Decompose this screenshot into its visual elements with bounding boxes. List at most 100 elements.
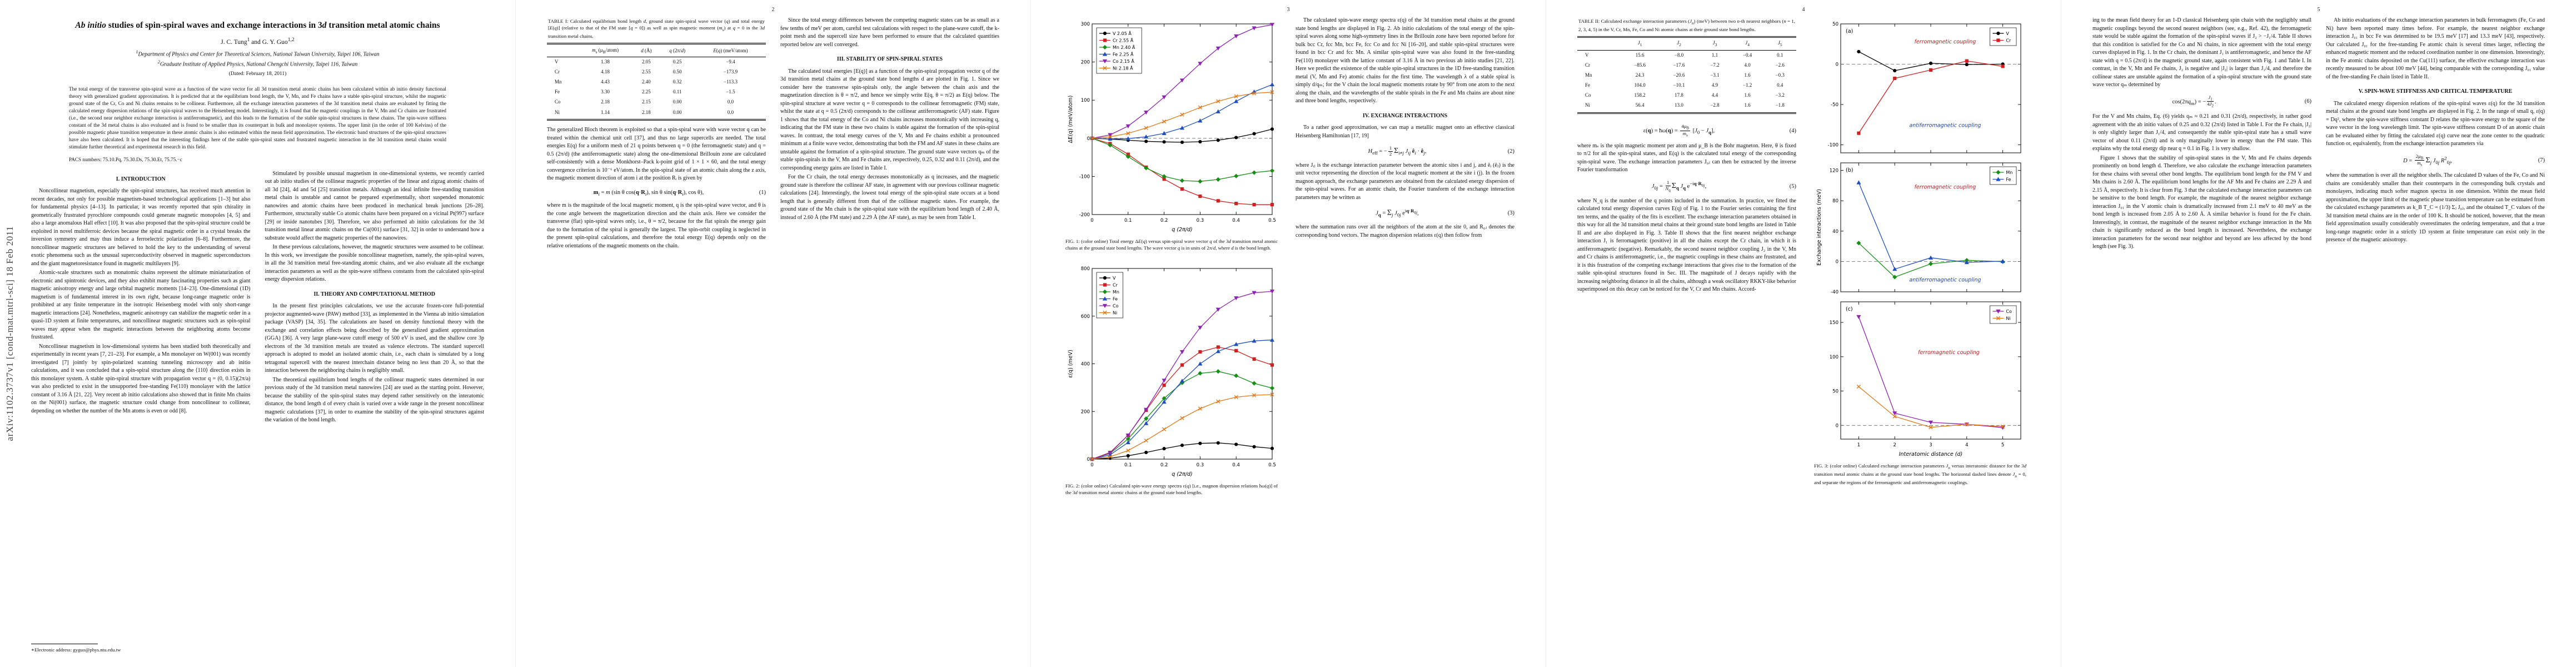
paragraph: The theoretical equilibrium bond lengths… [265,376,485,424]
equation-number: (5) [1789,183,1796,190]
table-cell: 2.40 [641,79,651,85]
svg-text:0: 0 [1836,62,1838,68]
spacer [31,416,251,637]
table-cell: Ni [555,109,560,115]
table-cell: −3.2 [1775,92,1785,98]
svg-text:Ni: Ni [2006,316,2010,321]
svg-text:0.3: 0.3 [1197,218,1204,223]
table-cell: 2.18 [641,109,651,115]
table-cell: 158.2 [1634,92,1646,98]
dated-line: (Dated: February 18, 2011) [228,71,287,77]
table-cell: −113.3 [724,79,738,85]
table-row: Co 2.18 2.15 0.00 0.0 [547,97,766,107]
svg-text:Interatomic distance (d): Interatomic distance (d) [1899,451,1963,457]
paragraph: Atomic-scale structures such as monatomi… [31,270,251,340]
svg-text:Fe 2.25 Å: Fe 2.25 Å [1113,51,1134,57]
svg-text:300: 300 [1081,22,1090,27]
figure-1-chart: 0 0.1 0.2 0.3 0.4 0.5 -200 -100 0 100 200 300 V 2.05… [1065,19,1278,235]
svg-text:antiferromagnetic coupling: antiferromagnetic coupling [1909,123,1981,129]
section-heading-introduction: I. INTRODUCTION [116,176,166,182]
equation-body: J0j = 1 Nq Σq Jq e−iq·R0j, [1651,179,1707,193]
footnote-email: ∗Electronic address: gyguo@phys.ntu.edu.… [31,647,121,653]
table-row: Cr 4.18 2.55 0.50 −173.9 [547,67,766,77]
svg-text:Co 2.15 Å: Co 2.15 Å [1113,58,1134,64]
svg-text:ε(q) (meV): ε(q) (meV) [1068,350,1074,378]
table-cell: 24.3 [1635,72,1645,78]
table-cell: 1.6 [1744,72,1751,78]
table-row: Mn 4.43 2.40 0.32 −113.3 [547,77,766,87]
page-number: 3 [1287,7,1290,13]
page-number: 2 [771,7,775,13]
svg-text:V: V [1113,276,1116,281]
table-cell: 2.05 [641,59,651,65]
paragraph: where m is the magnitude of the local ma… [547,202,766,249]
page-3: 3 0 0.1 0.2 0.3 0.4 0.5 -200 -100 0 100 200 300 V 2.… [1030,0,1546,667]
table-cell: −17.6 [1673,62,1685,68]
two-column-body: I. INTRODUCTION Noncollinear magnetism, … [31,170,484,654]
equation-1: mi = m (sin θ cos(q·Ri), sin θ sin(q·Ri)… [547,188,766,198]
svg-text:(b): (b) [1846,167,1853,173]
table-cell: 0.11 [672,89,682,95]
table-cell: 0.50 [672,69,682,75]
svg-text:0.2: 0.2 [1160,218,1168,223]
table-cell: 4.4 [1711,92,1718,98]
svg-text:0.5: 0.5 [1268,462,1276,468]
paragraph: where the summation is over all the neig… [2326,172,2545,243]
table-header-cell: q (2π/d) [659,45,696,57]
table-cell: −2.8 [1710,102,1720,108]
data-table: ms (μB/atom) d (Å) q (2π/d) E(q) (meV/atom)… [547,45,766,117]
equation-body: Heff = −1 2 Σi≠j Jij êi · êj, [1368,145,1427,157]
paragraph: where the summation runs over all the ne… [1296,224,1514,238]
svg-text:50: 50 [1832,22,1838,27]
svg-text:ΔE(q) (meV/atom): ΔE(q) (meV/atom) [1068,96,1074,143]
table-cell: −3.1 [1710,72,1720,78]
table-cell: V [1585,52,1589,58]
svg-text:Cr: Cr [1113,283,1118,288]
equation-number: (2) [1507,148,1514,155]
svg-text:120: 120 [1830,168,1838,174]
table-cell: Fe [1585,82,1590,88]
paragraph: The calculated energy dispersion relatio… [2326,100,2545,147]
table-header-cell: J1 [1620,38,1660,51]
table-header-cell: d (Å) [633,45,660,57]
table-cell: 2.15 [641,99,651,105]
table-2-caption: TABLE II: Calculated exchange interactio… [1578,18,1796,32]
table-cell: Co [555,99,561,105]
svg-text:100: 100 [1081,98,1090,103]
table-header-cell: ms (μB/atom) [577,45,634,57]
equation-body: mi = m (sin θ cos(q·Ri), sin θ sin(q·Ri)… [593,189,704,197]
arxiv-stamp-text: arXiv:1102.3737v1 [cond-mat.mtrl-sci] 18… [4,226,15,441]
svg-text:0.3: 0.3 [1197,462,1204,468]
figure-3: -100 -50 0 50 V Cr ferromagnetic coupling antif… [1813,19,2027,495]
column-left: TABLE II: Calculated exchange interactio… [1577,17,1796,654]
table-cell: −8.0 [1674,52,1684,58]
equation-number: (3) [1507,210,1514,217]
svg-text:0.2: 0.2 [1160,462,1168,468]
equation-body: ε(q) = ħω(q) = 4μB ms [J0 − Jq], [1643,123,1715,138]
section-heading-exchange: IV. EXCHANGE INTERACTIONS [1362,112,1448,119]
table-cell: Fe [555,89,560,95]
paragraph: The calculated spin-wave energy spectra … [1296,17,1514,104]
table-cell: 4.18 [601,69,610,75]
two-column-body: 0 0.1 0.2 0.3 0.4 0.5 -200 -100 0 100 200 300 V 2.05… [1062,17,1514,654]
table-1-caption: TABLE I: Calculated equilibrium bond len… [548,18,765,39]
table-cell: 13.0 [1675,102,1683,108]
svg-text:-40: -40 [1831,290,1838,295]
svg-text:0: 0 [1087,136,1090,142]
column-left: ing to the mean field theory for an 1-D … [2092,17,2311,654]
table-cell: 2.55 [641,69,651,75]
svg-text:V 2.05 Å: V 2.05 Å [1113,30,1132,36]
svg-text:V: V [2006,31,2009,36]
table-row: Fe 104.0 −10.1 4.9 −1.2 0.4 [1577,81,1796,91]
svg-text:0: 0 [1087,457,1090,462]
table-header-cell: J2 [1659,38,1699,51]
figure-3-panel-b: -40 0 40 80 120 Mn Fe ferromagnetic coupling ant… [1814,158,2026,297]
svg-text:0: 0 [1836,423,1838,429]
table-header-cell [547,45,577,57]
table-cell: 0.4 [1777,82,1783,88]
svg-text:0.1: 0.1 [1124,462,1132,468]
paragraph: Noncollinear magnetism in low-dimensiona… [31,343,251,414]
table-row: Ni 56.4 13.0 −2.8 1.6 −1.8 [1577,101,1796,111]
table-row: Cr −85.6 −17.6 −7.2 4.0 −2.6 [1577,61,1796,71]
equation-number: (7) [2538,157,2545,164]
